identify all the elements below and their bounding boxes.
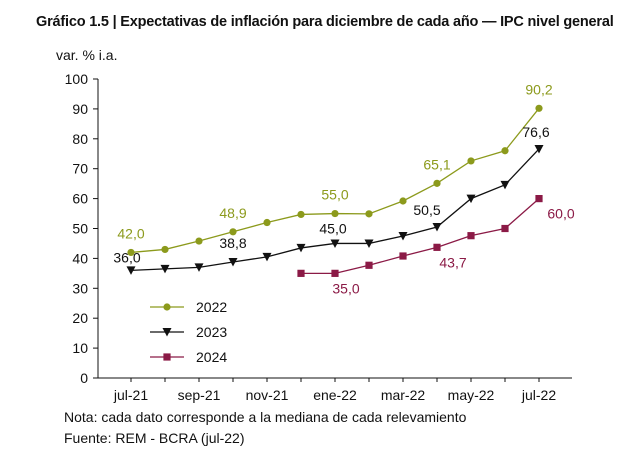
data-point-2023 (126, 266, 136, 275)
data-point-2024 (433, 243, 441, 251)
x-tick-label: jul-22 (521, 387, 556, 403)
series-line-2023 (130, 148, 540, 272)
y-tick-label: 70 (72, 161, 88, 177)
data-point-2022 (535, 104, 543, 112)
data-point-2023 (194, 263, 204, 272)
data-point-2022 (433, 179, 441, 187)
x-tick-label: ene-22 (313, 387, 357, 403)
data-point-2022 (297, 210, 305, 219)
data-label: 60,0 (547, 206, 574, 222)
legend-marker-2022 (163, 303, 171, 311)
data-label: 42,0 (117, 225, 144, 241)
data-point-2022 (195, 237, 203, 245)
data-point-2023 (160, 264, 170, 274)
data-point-2022 (399, 197, 407, 205)
data-point-2023 (398, 231, 408, 241)
data-point-2023 (466, 194, 476, 204)
data-point-2022 (501, 147, 509, 155)
legend-marker-2024 (163, 353, 171, 361)
data-point-2024 (399, 252, 407, 260)
x-tick-label: nov-21 (246, 387, 289, 403)
data-point-2022 (127, 248, 135, 257)
footnote: Nota: cada dato corresponde a la mediana… (64, 409, 467, 425)
y-tick-label: 60 (72, 191, 88, 207)
y-axis-unit-label: var. % i.a. (56, 47, 118, 63)
source-note: Fuente: REM - BCRA (jul-22) (64, 430, 245, 446)
data-label: 38,8 (219, 235, 246, 251)
x-tick-label: may-22 (448, 387, 495, 403)
data-label: 65,1 (423, 156, 450, 172)
data-point-2022 (161, 245, 169, 254)
data-point-2023 (262, 252, 272, 262)
data-point-2023 (500, 180, 510, 190)
data-point-2024 (365, 261, 373, 269)
data-label: 45,0 (319, 220, 346, 236)
data-point-2024 (467, 232, 475, 240)
series-line-2024 (301, 198, 540, 275)
data-point-2022 (331, 209, 339, 218)
y-tick-label: 20 (72, 310, 88, 326)
y-tick-label: 100 (65, 71, 89, 87)
data-point-2023 (432, 223, 442, 232)
data-point-2023 (296, 243, 306, 253)
y-tick-label: 80 (72, 131, 88, 147)
data-point-2023 (364, 239, 374, 248)
legend-label-2023: 2023 (196, 324, 227, 340)
data-point-2022 (467, 157, 475, 165)
data-point-2023 (330, 239, 340, 248)
data-label: 48,9 (219, 205, 246, 221)
data-point-2022 (229, 228, 237, 236)
data-point-2024 (501, 224, 509, 233)
data-point-2022 (365, 210, 373, 218)
y-tick-label: 10 (72, 340, 88, 356)
data-label: 43,7 (439, 254, 466, 270)
data-point-2024 (331, 269, 339, 277)
data-point-2022 (263, 218, 271, 227)
x-tick-label: mar-22 (381, 387, 426, 403)
y-tick-label: 40 (72, 250, 88, 266)
data-label: 90,2 (525, 81, 552, 97)
y-tick-label: 90 (72, 101, 88, 117)
y-tick-label: 50 (72, 221, 88, 237)
data-point-2023 (534, 144, 544, 154)
x-tick-label: sep-21 (178, 387, 221, 403)
legend-marker-2023 (162, 328, 172, 337)
data-label: 36,0 (113, 249, 140, 265)
data-point-2024 (297, 269, 305, 277)
data-point-2024 (535, 195, 543, 203)
data-label: 35,0 (332, 280, 359, 296)
data-label: 50,5 (413, 202, 440, 218)
y-tick-label: 30 (72, 280, 88, 296)
legend-label-2022: 2022 (196, 299, 227, 315)
chart-title: Gráfico 1.5 | Expectativas de inflación … (36, 14, 614, 30)
legend-label-2024: 2024 (196, 349, 227, 365)
data-label: 76,6 (522, 124, 549, 140)
data-point-2023 (228, 257, 238, 267)
data-label: 55,0 (321, 187, 348, 203)
x-tick-label: jul-21 (113, 387, 148, 403)
y-tick-label: 0 (80, 370, 88, 386)
